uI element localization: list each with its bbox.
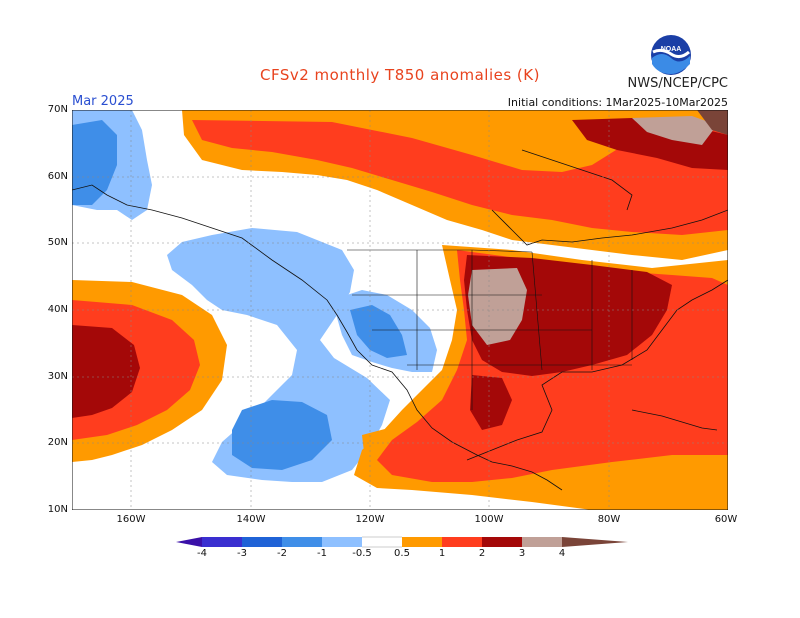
pos-anomaly-region-red-north xyxy=(192,120,728,235)
legend-swatch-neutral xyxy=(362,537,402,547)
lat-label-30n: 30N xyxy=(47,371,68,382)
neg-anomaly-region-medium-pacific xyxy=(232,400,332,470)
lat-label-20n: 20N xyxy=(47,437,68,448)
legend-swatch-3-4 xyxy=(522,537,562,547)
lon-label-140w: 140W xyxy=(236,514,266,525)
lon-label-60w: 60W xyxy=(714,514,738,525)
legend-swatch-1-2 xyxy=(442,537,482,547)
lon-label-100w: 100W xyxy=(474,514,504,525)
lon-label-160w: 160W xyxy=(116,514,146,525)
legend-swatch-neg2-neg1 xyxy=(282,537,322,547)
lat-label-60n: 60N xyxy=(47,171,68,182)
pos-anomaly-region-brown-north xyxy=(697,110,728,135)
logo-text: NOAA xyxy=(661,46,682,53)
legend-label-4: 4 xyxy=(558,548,566,559)
legend-label-neg05: -0.5 xyxy=(352,548,372,559)
legend-swatch-05-1 xyxy=(402,537,442,547)
political-borders xyxy=(347,249,633,410)
lon-label-120w: 120W xyxy=(355,514,385,525)
legend-swatch-neg4-neg3 xyxy=(202,537,242,547)
legend-label-neg1: -1 xyxy=(317,548,327,559)
graticule xyxy=(72,110,728,510)
legend-swatch-neg1-neg05 xyxy=(322,537,362,547)
lat-label-40n: 40N xyxy=(47,304,68,315)
legend-label-2: 2 xyxy=(478,548,486,559)
neg-anomaly-region-medium-west-us xyxy=(350,305,407,358)
agency-label: NWS/NCEP/CPC xyxy=(627,76,728,91)
coastlines xyxy=(72,149,728,491)
anomaly-map xyxy=(72,110,728,510)
forecast-month: Mar 2025 xyxy=(72,94,134,109)
legend-label-neg2: -2 xyxy=(277,548,287,559)
neg-anomaly-region-light-pacific xyxy=(167,228,390,482)
lat-label-70n: 70N xyxy=(47,104,68,115)
pos-anomaly-region-tan-plains xyxy=(468,268,527,345)
lat-label-50n: 50N xyxy=(47,237,68,248)
neg-anomaly-region-medium-alaska xyxy=(72,120,117,205)
noaa-logo: NOAA xyxy=(651,35,691,75)
legend-swatch-lt-neg4 xyxy=(176,537,202,547)
pos-anomaly-region-darkred-mexico xyxy=(470,375,512,430)
lon-label-80w: 80W xyxy=(597,514,621,525)
color-legend xyxy=(176,536,628,548)
pos-anomaly-region-darkred-central-pacific xyxy=(72,325,140,418)
legend-label-1: 1 xyxy=(438,548,446,559)
map-title: CFSv2 monthly T850 anomalies (K) xyxy=(260,66,540,84)
legend-label-neg3: -3 xyxy=(237,548,247,559)
legend-swatch-neg3-neg2 xyxy=(242,537,282,547)
initial-conditions: Initial conditions: 1Mar2025-10Mar2025 xyxy=(507,96,728,109)
pos-anomaly-region-tan-north xyxy=(632,116,717,145)
legend-swatch-2-3 xyxy=(482,537,522,547)
legend-swatch-gt4 xyxy=(562,537,628,547)
legend-label-neg4: -4 xyxy=(197,548,207,559)
lat-label-10n: 10N xyxy=(47,504,68,515)
legend-label-05: 0.5 xyxy=(394,548,410,559)
legend-label-3: 3 xyxy=(518,548,526,559)
